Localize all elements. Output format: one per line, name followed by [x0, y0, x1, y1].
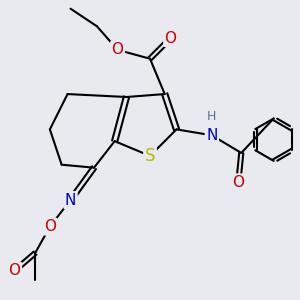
Text: S: S	[145, 147, 155, 165]
Text: O: O	[9, 263, 21, 278]
Text: O: O	[112, 42, 124, 57]
Text: N: N	[206, 128, 218, 143]
Text: O: O	[44, 219, 56, 234]
Text: O: O	[232, 175, 244, 190]
Text: H: H	[207, 110, 217, 123]
Text: O: O	[165, 31, 177, 46]
Text: N: N	[65, 193, 76, 208]
